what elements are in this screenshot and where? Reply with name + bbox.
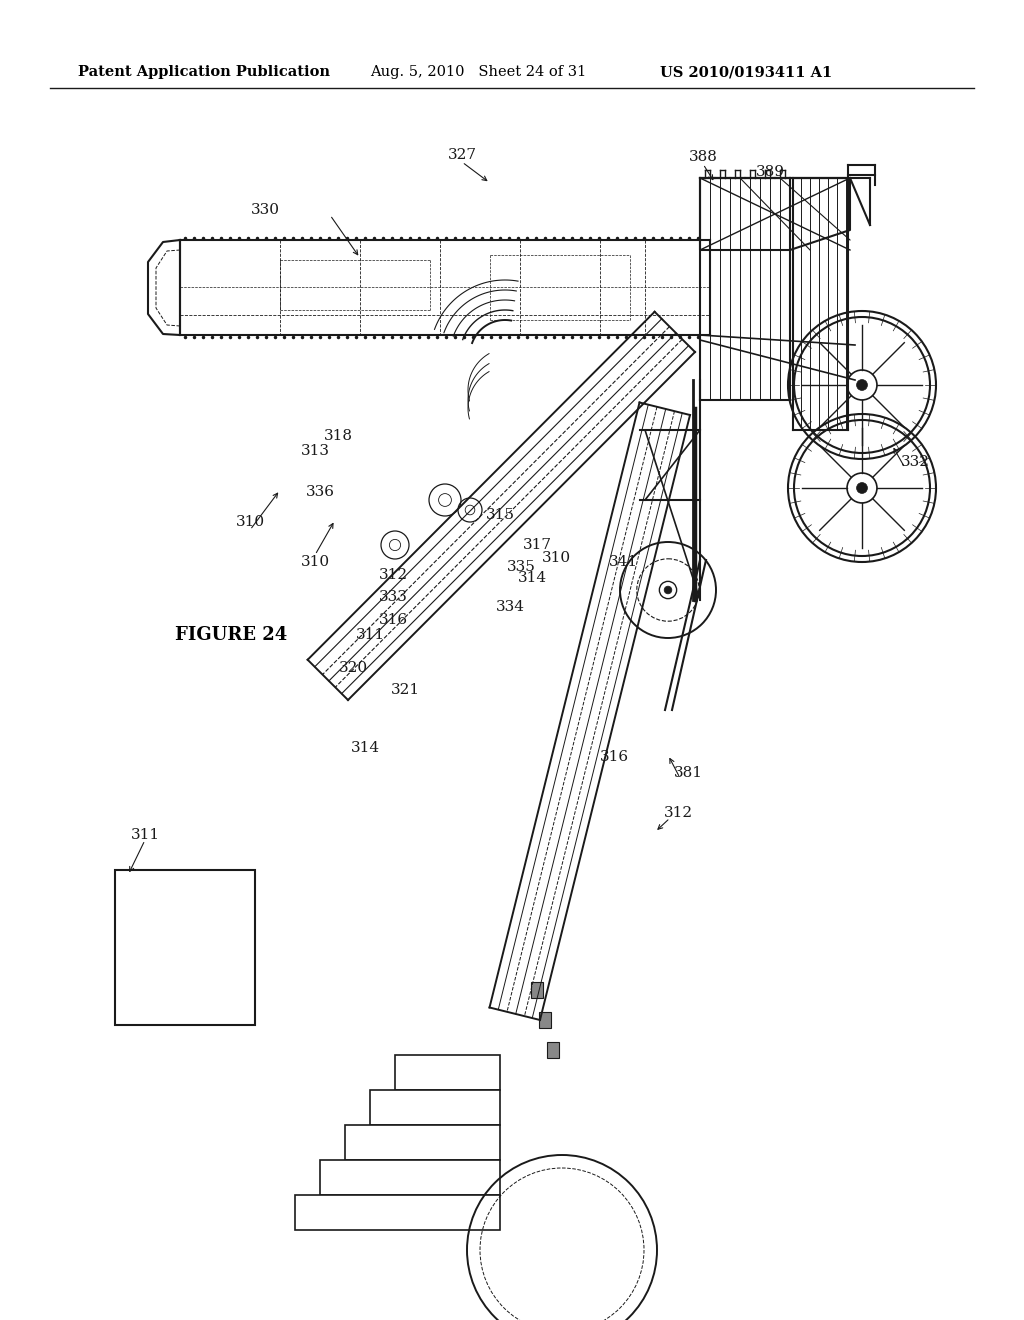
Text: 311: 311	[355, 628, 385, 642]
Bar	[547, 1041, 559, 1059]
Text: 333: 333	[379, 590, 408, 605]
Text: 314: 314	[350, 741, 380, 755]
Bar	[295, 1195, 500, 1230]
Bar	[370, 1090, 500, 1125]
Bar	[319, 1160, 500, 1195]
Text: 310: 310	[300, 554, 330, 569]
Bar	[395, 1055, 500, 1090]
Text: 335: 335	[507, 560, 536, 574]
Text: 310: 310	[542, 550, 570, 565]
Text: 312: 312	[664, 807, 692, 820]
Text: 310: 310	[236, 515, 264, 529]
Text: 315: 315	[485, 508, 514, 521]
Text: 316: 316	[379, 612, 408, 627]
Bar	[115, 870, 255, 1026]
Text: 334: 334	[496, 601, 524, 614]
Circle shape	[856, 380, 867, 391]
Text: 341: 341	[608, 554, 638, 569]
Text: Patent Application Publication: Patent Application Publication	[78, 65, 330, 79]
Bar	[539, 1012, 551, 1028]
Text: 389: 389	[756, 165, 784, 180]
Text: US 2010/0193411 A1: US 2010/0193411 A1	[660, 65, 833, 79]
Text: 317: 317	[522, 539, 552, 552]
Text: 312: 312	[379, 568, 408, 582]
Text: 327: 327	[447, 148, 476, 162]
Text: 381: 381	[674, 766, 702, 780]
Bar	[531, 982, 543, 998]
Text: 388: 388	[688, 150, 718, 164]
Text: 332: 332	[900, 455, 930, 469]
Text: 321: 321	[390, 682, 420, 697]
Circle shape	[665, 586, 672, 594]
Text: 314: 314	[517, 572, 547, 585]
Text: FIGURE 24: FIGURE 24	[175, 626, 288, 644]
Circle shape	[856, 483, 867, 494]
Text: 311: 311	[130, 828, 160, 842]
Bar	[345, 1125, 500, 1160]
Text: 336: 336	[305, 484, 335, 499]
Text: 318: 318	[324, 429, 352, 444]
Text: Aug. 5, 2010   Sheet 24 of 31: Aug. 5, 2010 Sheet 24 of 31	[370, 65, 587, 79]
Text: 330: 330	[251, 203, 280, 216]
Text: 313: 313	[300, 444, 330, 458]
Text: 316: 316	[599, 750, 629, 764]
Text: 320: 320	[339, 661, 368, 675]
